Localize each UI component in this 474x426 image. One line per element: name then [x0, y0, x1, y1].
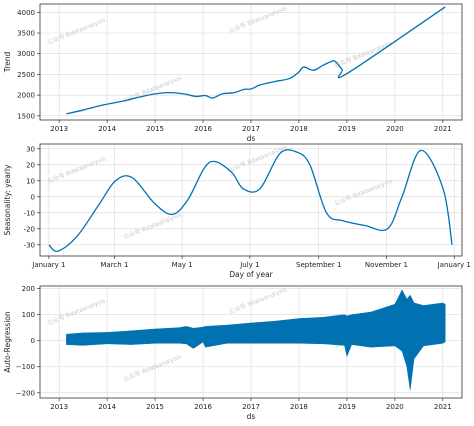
x-tick-label: November 1: [365, 261, 408, 269]
x-axis-label: ds: [247, 412, 256, 421]
x-tick-label: 2021: [434, 125, 452, 133]
y-tick-label: −100: [16, 363, 35, 371]
x-tick-label: 2019: [338, 403, 356, 411]
y-tick-label: 3000: [17, 50, 35, 58]
watermark-text: 公众号 Bdataanalysis: [228, 5, 288, 35]
auto-regression-area: [66, 289, 446, 391]
x-tick-label: 2018: [290, 403, 308, 411]
x-tick-label: 2017: [242, 125, 260, 133]
watermark-text: 公众号 Bdataanalysis: [334, 40, 394, 70]
y-tick-label: -10: [24, 209, 35, 217]
y-tick-label: 0: [31, 193, 35, 201]
y-tick-label: 3500: [17, 30, 35, 38]
chart-panel-3: 公众号 Bdataanalysis 公众号 Bdataanalysis 公众号 Bd…: [3, 285, 463, 421]
x-tick-label: 2015: [146, 403, 164, 411]
y-axis-label: Trend: [3, 52, 12, 74]
y-tick-label: -20: [24, 225, 35, 233]
x-axis-label: ds: [247, 134, 256, 143]
y-tick-label: 0: [31, 337, 35, 345]
y-tick-label: 30: [26, 145, 35, 153]
y-tick-label: 2000: [17, 92, 35, 100]
x-tick-label: January 1: [31, 261, 65, 269]
x-tick-label: 2019: [338, 125, 356, 133]
x-tick-label: 2013: [50, 403, 68, 411]
x-tick-label: 2016: [194, 125, 212, 133]
x-tick-label: 2017: [242, 403, 260, 411]
watermark-text: 公众号 Bdataanalysis: [228, 286, 288, 316]
x-tick-label: 2014: [98, 403, 116, 411]
watermark-text: 公众号 Bdataanalysis: [123, 353, 183, 383]
x-tick-label: 2013: [50, 125, 68, 133]
x-tick-label: September 1: [296, 261, 341, 269]
watermark-text: 公众号 Bdataanalysis: [47, 297, 107, 327]
x-tick-label: March 1: [100, 261, 128, 269]
watermark-text: 公众号 Bdataanalysis: [47, 17, 107, 47]
x-tick-label: 2018: [290, 125, 308, 133]
watermark-text: 公众号 Bdataanalysis: [123, 211, 183, 241]
y-tick-label: -30: [24, 241, 35, 249]
trend-line: [66, 6, 446, 115]
x-tick-label: 2020: [386, 125, 404, 133]
y-tick-label: −200: [16, 389, 35, 397]
y-tick-label: 20: [26, 161, 35, 169]
y-tick-label: 2500: [17, 71, 35, 79]
x-tick-label: 2021: [434, 403, 452, 411]
y-tick-label: 200: [22, 285, 35, 293]
x-axis-label: Day of year: [229, 270, 273, 279]
x-tick-label: May 1: [172, 261, 193, 269]
y-axis-label: Seasonality: yearly: [3, 164, 12, 236]
x-tick-label: 2020: [386, 403, 404, 411]
x-tick-label: January 1: [437, 261, 471, 269]
y-tick-label: 100: [22, 311, 35, 319]
x-tick-label: July 1: [239, 261, 259, 269]
chart-panel-1: 公众号 Bdataanalysis 公众号 Bdataanalysis 公众号 Bd…: [3, 3, 463, 143]
x-tick-label: 2015: [146, 125, 164, 133]
seasonality-line: [48, 149, 453, 252]
y-axis-label: Auto-Regression: [3, 311, 12, 373]
y-tick-label: 1500: [17, 112, 35, 120]
plot-frame: [39, 143, 463, 257]
watermark-text: 公众号 Bdataanalysis: [334, 178, 394, 208]
x-tick-label: 2016: [194, 403, 212, 411]
x-tick-label: 2014: [98, 125, 116, 133]
watermark-text: 公众号 Bdataanalysis: [123, 75, 183, 105]
y-tick-label: 4000: [17, 9, 35, 17]
y-tick-label: 10: [26, 177, 35, 185]
